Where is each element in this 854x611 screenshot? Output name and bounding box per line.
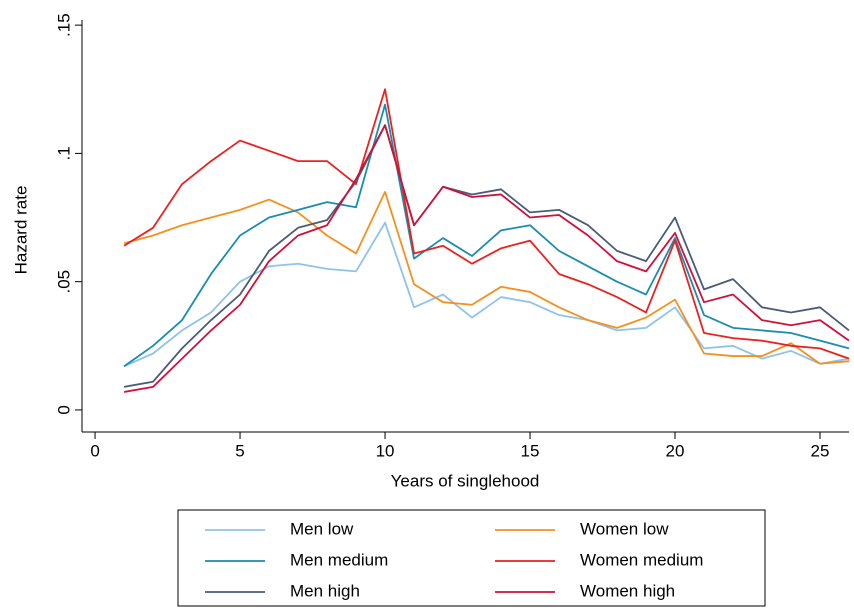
legend-label: Women medium	[580, 550, 703, 569]
legend-label: Men medium	[290, 550, 388, 569]
y-tick-label: .1	[54, 146, 73, 160]
legend-label: Women low	[580, 519, 669, 538]
series-line	[123, 124, 850, 393]
y-tick-label: .15	[54, 13, 73, 37]
series-line	[123, 124, 850, 388]
series-line	[123, 190, 850, 365]
x-axis-label: Years of singlehood	[391, 471, 540, 490]
legend-label: Men low	[290, 519, 354, 538]
x-tick-label: 10	[376, 441, 395, 460]
y-tick-label: .05	[54, 270, 73, 294]
y-tick-label: 0	[54, 405, 73, 414]
x-tick-label: 25	[811, 441, 830, 460]
legend-label: Women high	[580, 581, 675, 600]
x-tick-label: 5	[235, 441, 244, 460]
y-axis-label: Hazard rate	[11, 186, 30, 275]
series-line	[123, 221, 850, 368]
x-tick-label: 20	[666, 441, 685, 460]
series-line	[123, 103, 850, 368]
series-line	[123, 88, 850, 360]
x-tick-label: 0	[90, 441, 99, 460]
x-tick-label: 15	[521, 441, 540, 460]
legend-label: Men high	[290, 581, 360, 600]
legend-box	[177, 509, 766, 607]
